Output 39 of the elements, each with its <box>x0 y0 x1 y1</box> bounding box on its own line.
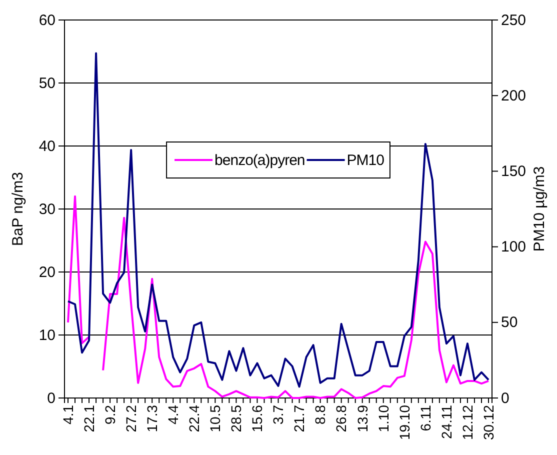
line-series <box>67 52 490 388</box>
x-tick-label: 3.7 <box>270 404 286 424</box>
x-tick-label: 19.10 <box>396 404 412 440</box>
y-tick-label: 60 <box>38 12 56 29</box>
y2-axis-title: PM10 µg/m3 <box>531 166 548 252</box>
y2-tick-label: 200 <box>501 87 526 104</box>
x-tick-label: 6.11 <box>417 404 434 432</box>
x-tick-label: 4.1 <box>60 404 76 424</box>
y-tick-label: 30 <box>38 200 56 218</box>
y2-tick-label: 250 <box>501 12 526 29</box>
y-tick-label: 20 <box>38 264 56 281</box>
x-tick-label: 8.8 <box>312 404 328 424</box>
x-tick-label: 22.4 <box>186 404 202 432</box>
y2-tick-label: 150 <box>501 163 526 180</box>
x-tick-label: 15.6 <box>249 404 266 432</box>
x-tick-label: 28.5 <box>228 404 244 432</box>
y-tick-label: 10 <box>38 326 56 344</box>
x-tick-label: 12.12 <box>459 404 476 440</box>
x-tick-label: 30.12 <box>480 404 496 440</box>
legend-label: benzo(a)pyren <box>214 152 305 169</box>
y2-tick-label: 0 <box>501 390 510 407</box>
x-tick-label: 21.7 <box>291 404 308 432</box>
x-tick-label: 13.9 <box>354 404 370 432</box>
x-tick-label: 17.3 <box>144 404 160 432</box>
x-tick-label: 1.10 <box>375 404 392 432</box>
x-tick-label: 9.2 <box>102 404 118 424</box>
y2-tick-label: 100 <box>501 238 526 256</box>
x-tick-label: 26.8 <box>333 404 350 432</box>
legend-label: PM10 <box>346 152 384 169</box>
y-tick-label: 40 <box>38 138 56 155</box>
y-axis-title: BaP ng/m3 <box>10 172 26 246</box>
x-tick-label: 10.5 <box>207 404 224 432</box>
y2-tick-label: 50 <box>501 314 518 332</box>
x-tick-label: 27.2 <box>122 404 139 432</box>
x-tick-label: 4.4 <box>165 404 182 424</box>
x-tick-label: 24.11 <box>438 404 454 439</box>
y-tick-label: 0 <box>47 390 56 407</box>
y-tick-label: 50 <box>38 74 56 92</box>
x-tick-label: 22.1 <box>80 404 97 432</box>
